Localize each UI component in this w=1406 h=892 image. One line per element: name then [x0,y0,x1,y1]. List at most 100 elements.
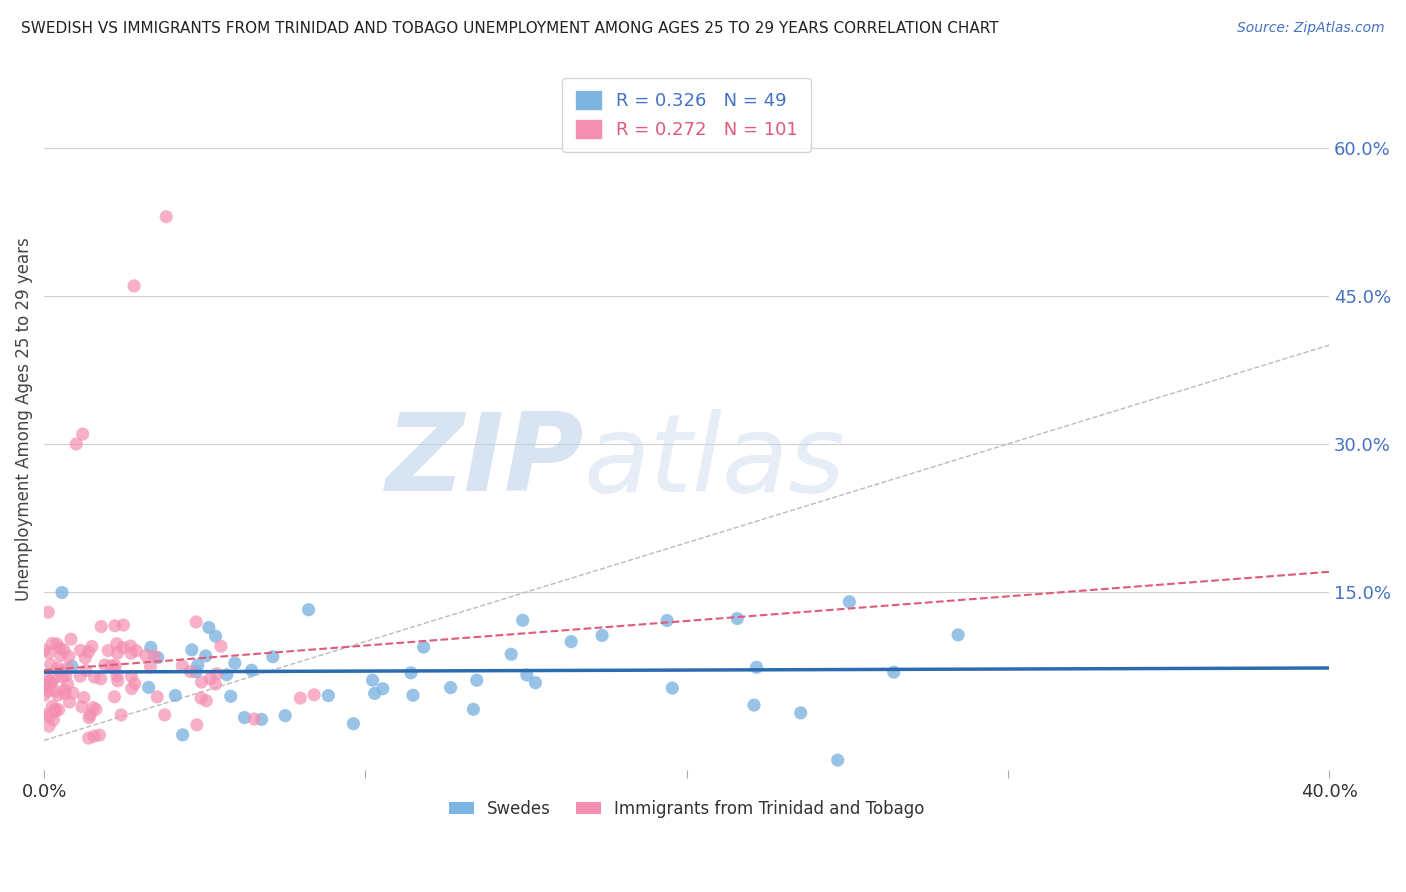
Point [224,656,246,670]
Point [58,649,80,664]
Point [318,689,340,703]
Point [190,691,212,706]
Point [37,683,59,698]
Point [37,605,59,619]
Point [838,595,860,609]
Point [172,728,194,742]
Point [655,614,678,628]
Point [84,702,107,716]
Point [44,702,66,716]
Point [83,729,105,743]
Point [153,707,176,722]
Point [46,688,69,702]
Point [55,668,77,682]
Point [51,585,73,599]
Point [146,690,169,704]
Point [184,665,207,679]
Point [120,646,142,660]
Point [60,632,83,647]
Point [262,649,284,664]
Point [38,709,60,723]
Point [77,731,100,745]
Y-axis label: Unemployment Among Ages 25 to 29 years: Unemployment Among Ages 25 to 29 years [15,237,32,601]
Point [204,677,226,691]
Point [742,698,765,713]
Point [107,646,129,660]
Point [139,660,162,674]
Point [38,646,60,660]
Point [111,640,134,655]
Point [139,640,162,655]
Point [172,659,194,673]
Point [661,681,683,695]
Point [104,658,127,673]
Point [62,686,84,700]
Point [69,643,91,657]
Point [204,629,226,643]
Point [146,650,169,665]
Point [46,661,69,675]
Point [110,708,132,723]
Point [44,684,66,698]
Point [41,636,63,650]
Point [219,690,242,704]
Point [883,665,905,680]
Point [53,683,76,698]
Point [946,628,969,642]
Point [399,665,422,680]
Point [41,699,63,714]
Point [69,669,91,683]
Point [125,643,148,657]
Point [501,647,523,661]
Point [240,663,263,677]
Point [463,702,485,716]
Point [39,674,62,689]
Point [60,659,83,673]
Point [198,620,221,634]
Point [135,648,157,663]
Point [90,619,112,633]
Point [186,718,208,732]
Point [41,675,63,690]
Point [44,671,66,685]
Point [302,688,325,702]
Point [100,658,122,673]
Point [195,694,218,708]
Point [512,613,534,627]
Point [138,681,160,695]
Point [56,661,79,675]
Point [342,716,364,731]
Point [250,713,273,727]
Point [42,713,65,727]
Point [34,679,56,693]
Point [789,706,811,720]
Point [52,670,75,684]
Point [200,672,222,686]
Point [77,645,100,659]
Point [560,634,582,648]
Point [72,427,94,442]
Point [274,708,297,723]
Point [97,643,120,657]
Point [35,672,58,686]
Point [205,666,228,681]
Point [745,660,768,674]
Point [120,639,142,653]
Text: ZIP: ZIP [385,409,583,515]
Point [122,278,145,293]
Point [827,753,849,767]
Point [39,657,62,672]
Point [120,669,142,683]
Point [89,728,111,742]
Point [184,615,207,629]
Text: atlas: atlas [583,409,845,514]
Point [591,628,613,642]
Point [35,681,58,695]
Point [77,711,100,725]
Point [243,712,266,726]
Point [34,707,56,722]
Point [402,688,425,702]
Point [105,637,128,651]
Point [215,667,238,681]
Point [297,603,319,617]
